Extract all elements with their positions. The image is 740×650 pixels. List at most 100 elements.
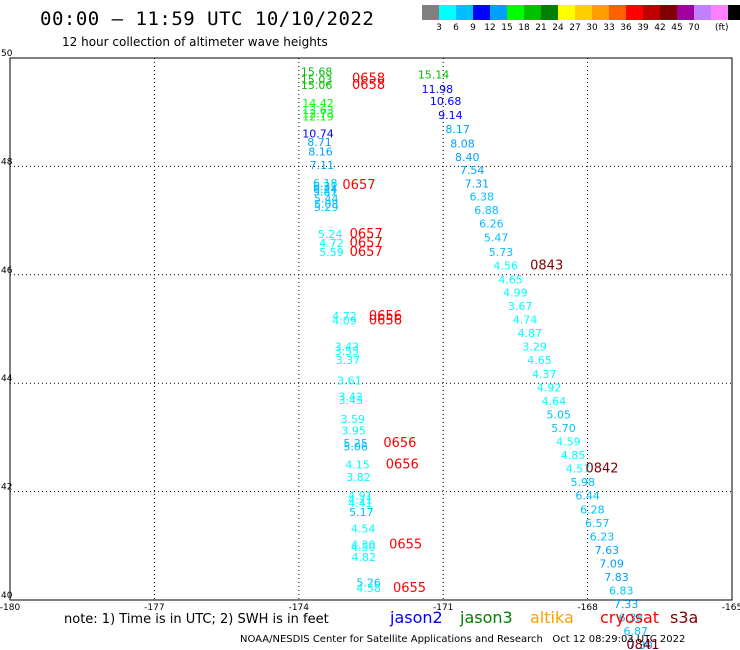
pass-time-label: 0658 [352, 78, 385, 93]
color-scale-swatch [660, 5, 677, 20]
color-scale-swatch [609, 5, 626, 20]
color-scale-label: 18 [518, 23, 530, 33]
wave-height-point: 4.57 [566, 463, 591, 476]
wave-height-point: 8.71 [307, 136, 332, 149]
color-scale-swatch [626, 5, 643, 20]
wave-height-point: 3.82 [346, 471, 371, 484]
color-scale-label: 42 [654, 23, 666, 33]
color-scale-swatch [422, 5, 439, 20]
pass-time-label: 0656 [383, 436, 416, 451]
wave-height-point: 4.54 [351, 522, 376, 535]
plot-frame [9, 57, 733, 601]
x-tick-label: -177 [144, 603, 164, 613]
x-tick-label: -168 [577, 603, 598, 613]
wave-height-point: 3.61 [337, 374, 362, 387]
pass-time-label: 0842 [585, 462, 618, 477]
color-scale-label: 33 [603, 23, 615, 33]
wave-height-point: 4.99 [503, 286, 528, 299]
wave-height-point: 6.23 [590, 530, 615, 543]
wave-height-point: 4.85 [561, 449, 586, 462]
wave-height-point: 5.17 [349, 506, 374, 519]
wave-height-point: 13.63 [302, 104, 334, 117]
wave-height-point: 6.88 [474, 204, 499, 217]
y-tick-label: 44 [1, 374, 13, 384]
pass-time-label: 0843 [530, 258, 563, 273]
wave-height-point: 3.43 [339, 394, 364, 407]
wave-height-point: 4.72 [332, 310, 357, 323]
color-scale-label: 9 [470, 23, 476, 33]
wave-height-point: 3.42 [339, 391, 364, 404]
wave-height-point: 5.44 [314, 193, 339, 206]
pass-time-label: 0657 [350, 245, 383, 260]
wave-height-point: 4.64 [542, 395, 567, 408]
wave-height-point: 4.65 [527, 354, 552, 367]
legend-cryosat: cryosat [600, 608, 660, 627]
pass-time-label: 0841 [626, 638, 659, 650]
color-scale-label: 6 [453, 23, 459, 33]
color-scale-label: 12 [484, 23, 496, 33]
color-scale-label: 21 [535, 23, 547, 33]
wave-height-point: 8.17 [445, 123, 470, 136]
color-scale-swatch [558, 5, 575, 20]
wave-height-point: 5.47 [484, 232, 509, 245]
wave-height-point: 8.40 [455, 151, 480, 164]
wave-height-point: 5.70 [551, 422, 576, 435]
y-tick-label: 48 [1, 157, 13, 167]
wave-height-point: 4.74 [513, 314, 538, 327]
wave-height-point: 14.42 [302, 97, 334, 110]
wave-height-point: 6.38 [619, 612, 644, 625]
legend-jason2: jason2 [390, 608, 443, 627]
wave-height-point: 7.54 [460, 164, 485, 177]
pass-time-label: 0657 [350, 236, 383, 251]
color-scale-label: 3 [436, 23, 442, 33]
x-tick-label: -174 [289, 603, 310, 613]
color-scale-label: 15 [501, 23, 513, 33]
color-scale-swatch [677, 5, 694, 20]
color-scale-swatch [592, 5, 609, 20]
color-scale-label: 45 [671, 23, 683, 33]
wave-height-point: 4.56 [494, 259, 519, 272]
wave-height-point: 3.29 [522, 341, 547, 354]
wave-height-point: 3.95 [341, 425, 366, 438]
wave-height-point: 15.03 [301, 73, 333, 86]
color-scale-swatch [643, 5, 660, 20]
wave-height-point: 4.87 [518, 327, 543, 340]
wave-height-point: 3.43 [335, 341, 360, 354]
color-scale-swatch [439, 5, 456, 20]
color-scale-label: 27 [569, 23, 581, 33]
wave-height-point: 4.92 [537, 381, 562, 394]
color-scale-label: 39 [637, 23, 649, 33]
wave-height-point: 4.91 [348, 490, 373, 503]
color-scale-label: 36 [620, 23, 632, 33]
wave-height-point: 3.55 [335, 345, 360, 358]
legend-altika: altika [530, 608, 574, 627]
wave-height-point: 4.15 [345, 458, 370, 471]
wave-height-point: 6.57 [585, 517, 610, 530]
color-scale-swatch [575, 5, 592, 20]
wave-height-point: 3.37 [336, 354, 361, 367]
wave-height-point: 4.58 [356, 582, 381, 595]
wave-height-point: 5.29 [314, 201, 339, 214]
chart-subtitle: 12 hour collection of altimeter wave hei… [62, 35, 328, 49]
wave-height-point: 5.25 [343, 437, 368, 450]
color-scale-swatch [490, 5, 507, 20]
wave-height-point: 11.98 [422, 83, 454, 96]
wave-height-point: 6.83 [609, 585, 634, 598]
wave-height-point: 8.08 [450, 137, 475, 150]
wave-height-point: 6.21 [313, 180, 338, 193]
wave-height-point: 7.33 [614, 598, 639, 611]
color-scale-swatch [728, 5, 740, 20]
wave-height-point: 4.41 [348, 497, 373, 510]
color-scale-swatch [541, 5, 558, 20]
pass-time-label: 0655 [389, 538, 422, 553]
pass-time-label: 0656 [386, 457, 419, 472]
pass-time-label: 0656 [369, 314, 402, 329]
pass-time-label: 0657 [350, 227, 383, 242]
footer-credit: NOAA/NESDIS Center for Satellite Applica… [240, 634, 686, 645]
wave-height-point: 4.37 [532, 368, 557, 381]
pass-time-label: 0656 [369, 309, 402, 324]
wave-height-point: 4.09 [332, 315, 357, 328]
wave-height-point: 15.14 [418, 69, 450, 82]
y-tick-label: 42 [1, 483, 12, 493]
